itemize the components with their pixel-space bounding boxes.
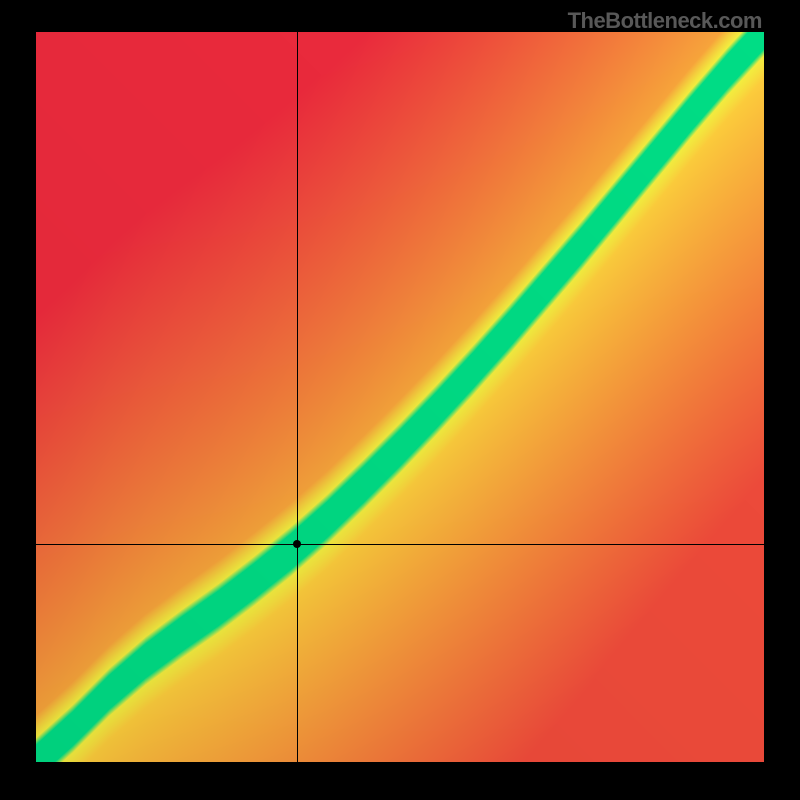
crosshair-vertical <box>297 32 298 762</box>
border-right <box>764 0 800 800</box>
border-bottom <box>0 762 800 800</box>
border-left <box>0 0 36 800</box>
marker-dot <box>293 540 301 548</box>
attribution-label: TheBottleneck.com <box>568 8 762 34</box>
crosshair-horizontal <box>36 544 764 545</box>
chart-frame: TheBottleneck.com <box>0 0 800 800</box>
heatmap-canvas <box>36 32 764 762</box>
heatmap-area <box>36 32 764 762</box>
